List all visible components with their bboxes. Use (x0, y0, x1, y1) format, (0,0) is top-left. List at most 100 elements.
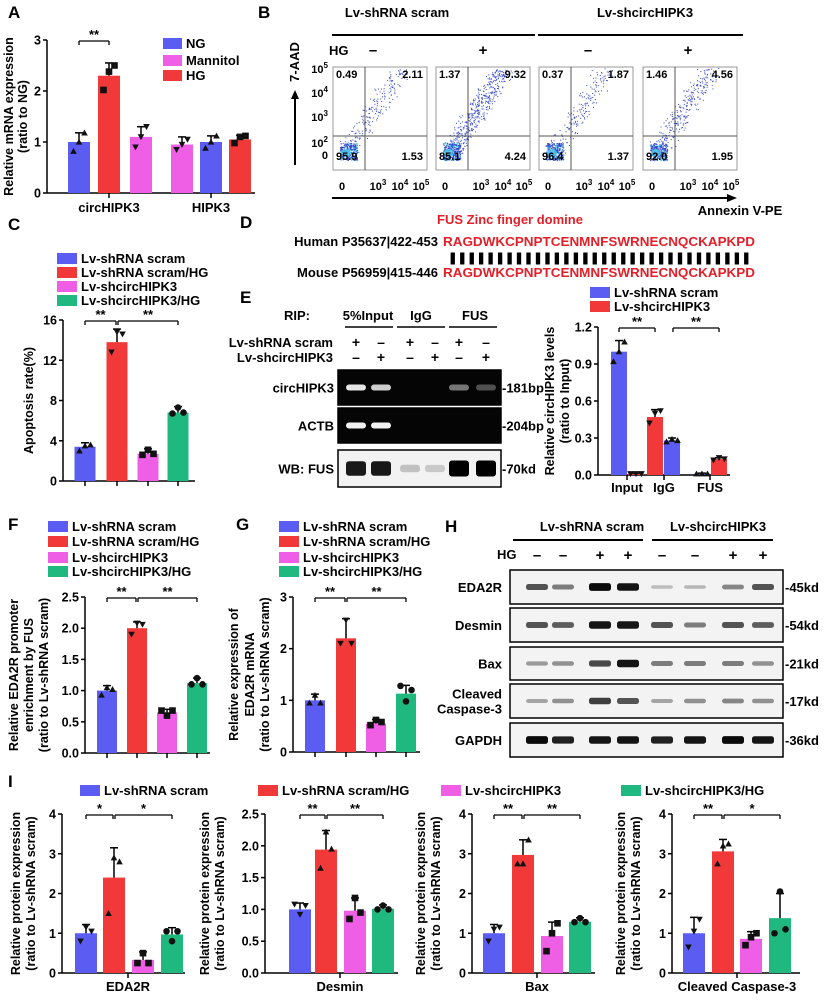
blot-label: Cleaved (452, 687, 502, 702)
event-dot (666, 137, 668, 139)
event-dot (588, 94, 590, 96)
event-dot (663, 149, 665, 151)
event-dot (384, 84, 386, 86)
event-dot (564, 152, 566, 154)
event-dot (493, 87, 495, 89)
event-dot (592, 102, 594, 104)
significance-bracket: ** (672, 314, 720, 332)
event-dot (444, 158, 446, 160)
event-dot (673, 131, 675, 133)
data-point (690, 928, 698, 935)
event-dot (677, 116, 679, 118)
event-dot (594, 99, 596, 101)
significance-label: ** (325, 584, 336, 599)
event-dot (498, 75, 500, 77)
y-tick-label: 103 (311, 109, 328, 124)
event-dot (562, 146, 564, 148)
bar (569, 921, 591, 973)
event-dot (656, 147, 658, 149)
event-dot (446, 156, 448, 158)
event-dot (342, 158, 344, 160)
event-dot (492, 74, 494, 76)
data-point (776, 888, 784, 895)
event-dot (679, 105, 681, 107)
event-dot (561, 157, 564, 159)
event-dot (391, 79, 393, 81)
y-tick-label: 0.0 (242, 967, 259, 981)
event-dot (661, 156, 664, 158)
data-point (82, 924, 90, 931)
event-dot (604, 68, 606, 70)
bar-group (740, 929, 762, 973)
event-dot (470, 108, 472, 110)
band (617, 583, 639, 591)
event-dot (548, 147, 550, 149)
event-dot (550, 139, 552, 141)
event-dot (354, 146, 356, 148)
event-dot (652, 155, 655, 158)
event-dot (606, 71, 608, 73)
event-dot (549, 159, 551, 161)
event-dot (580, 111, 582, 113)
event-dot (469, 123, 471, 125)
event-dot (348, 143, 350, 145)
event-dot (663, 155, 665, 157)
event-dot (549, 147, 551, 149)
event-dot (550, 145, 552, 147)
event-dot (503, 80, 505, 82)
event-dot (559, 148, 561, 150)
event-dot (449, 146, 451, 148)
event-dot (478, 112, 480, 114)
event-dot (456, 158, 458, 161)
event-dot (351, 143, 353, 145)
event-dot (476, 124, 478, 126)
event-dot (374, 88, 376, 90)
event-dot (445, 157, 447, 160)
event-dot (559, 144, 561, 146)
event-dot (711, 85, 713, 87)
event-dot (488, 106, 490, 108)
event-dot (650, 156, 652, 158)
category-label: HIPK3 (192, 200, 230, 215)
band (651, 736, 673, 744)
event-dot (470, 123, 472, 125)
event-dot (499, 90, 501, 92)
x-tick-label: 104 (392, 178, 409, 193)
event-dot (658, 148, 660, 151)
bar (366, 723, 386, 752)
bar (396, 693, 416, 752)
event-dot (569, 114, 571, 116)
event-dot (553, 156, 556, 158)
event-dot (492, 80, 494, 82)
event-dot (693, 84, 695, 86)
event-dot (660, 159, 662, 162)
event-dot (350, 146, 353, 148)
event-dot (494, 75, 496, 77)
data-point (150, 450, 157, 458)
event-dot (553, 143, 555, 145)
event-dot (574, 117, 576, 119)
event-dot (664, 150, 666, 152)
x-tick-label: 103 (370, 178, 387, 193)
event-dot (677, 124, 679, 126)
event-cluster (547, 149, 557, 157)
event-dot (487, 78, 489, 80)
event-dot (663, 148, 665, 150)
band (346, 422, 366, 429)
event-dot (690, 96, 692, 98)
significance-label: ** (703, 801, 714, 816)
event-dot (341, 157, 343, 159)
event-dot (650, 150, 652, 152)
event-dot (379, 110, 381, 112)
event-dot (453, 154, 455, 156)
band (722, 584, 744, 590)
bar (167, 412, 189, 481)
event-dot (666, 127, 668, 129)
event-dot (455, 144, 457, 146)
event-dot (340, 147, 342, 149)
data-point (710, 457, 717, 464)
band (589, 736, 611, 744)
event-dot (390, 75, 392, 77)
event-dot (582, 115, 584, 117)
event-dot (474, 110, 476, 112)
